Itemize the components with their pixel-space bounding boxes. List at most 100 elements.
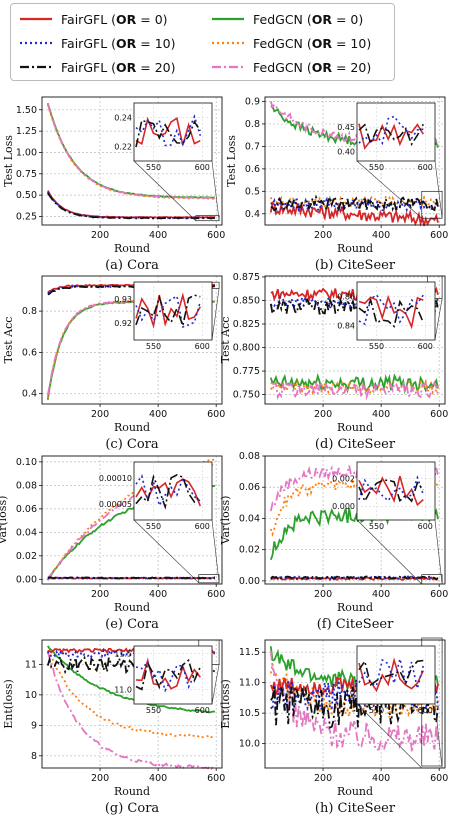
legend-entry: FedGCN (OR = 20) bbox=[211, 56, 371, 78]
y-tick-label: 0.8 bbox=[245, 119, 260, 130]
plot-frame bbox=[264, 96, 446, 226]
inset-frame bbox=[356, 461, 436, 521]
inset-series-line bbox=[135, 660, 201, 693]
inset-series-line bbox=[135, 294, 201, 329]
y-tick-label: 0.08 bbox=[239, 451, 260, 462]
x-tick-label: 400 bbox=[372, 409, 390, 420]
inset-chart: 550 600 0.92 0.93 bbox=[114, 281, 213, 351]
x-axis-label: Round bbox=[114, 421, 150, 434]
x-tick-label: 600 bbox=[207, 409, 225, 420]
legend-label: FairGFL (OR = 10) bbox=[61, 35, 176, 51]
y-tick-label: 0.750 bbox=[233, 390, 260, 401]
zoom-connector bbox=[211, 664, 220, 705]
inset-x-tick-label: 600 bbox=[418, 163, 433, 172]
chart-panel-g: 200 400 600 8 9 10 11 Round Ent(loss) 550 600 11.0 1… bbox=[2, 639, 225, 816]
zoom-connector bbox=[133, 519, 199, 584]
chart-f: 200 400 600 0.00 0.02 0.04 0.06 0.08 Round Var(lo… bbox=[219, 451, 448, 614]
chart-panel-f: 200 400 600 0.00 0.02 0.04 0.06 0.08 Round Var(lo… bbox=[219, 451, 448, 632]
plot-frame bbox=[264, 639, 446, 769]
inset-series-line bbox=[358, 475, 425, 502]
x-tick-label: 200 bbox=[91, 230, 109, 241]
chart-panel-h: 200 400 600 10.0 10.5 11.0 11.5 Round Ent(loss) 5… bbox=[219, 637, 448, 816]
y-tick-label: 0.50 bbox=[16, 190, 37, 201]
x-tick-label: 400 bbox=[372, 589, 390, 600]
zoom-connector bbox=[211, 519, 220, 583]
chart-h: 200 400 600 10.0 10.5 11.0 11.5 Round Ent(loss) 5… bbox=[219, 637, 448, 798]
panel-caption: (d) CiteSeer bbox=[314, 437, 396, 452]
chart-d: 200 400 600 0.750 0.775 0.800 0.825 0.850 0.875 R… bbox=[219, 272, 448, 434]
zoom-connector bbox=[434, 160, 443, 219]
panel-caption: (a) Cora bbox=[105, 258, 159, 273]
inset-series-line bbox=[135, 119, 201, 148]
x-tick-label: 400 bbox=[149, 773, 167, 784]
inset-x-tick-label: 550 bbox=[369, 522, 384, 531]
x-tick-label: 600 bbox=[207, 230, 225, 241]
y-tick-label: 0.02 bbox=[16, 551, 37, 562]
x-tick-label: 400 bbox=[149, 409, 167, 420]
x-tick-label: 200 bbox=[314, 773, 332, 784]
series-line bbox=[270, 575, 439, 581]
plot-frame bbox=[41, 455, 223, 585]
y-axis-label: Test Acc bbox=[2, 317, 15, 364]
legend-entry: FedGCN (OR = 10) bbox=[211, 32, 371, 54]
inset-series-line bbox=[358, 659, 424, 687]
inset-series-line bbox=[358, 297, 425, 328]
zoom-connector bbox=[434, 703, 443, 769]
inset-x-tick-label: 550 bbox=[369, 706, 384, 715]
x-tick-label: 200 bbox=[91, 409, 109, 420]
x-tick-label: 400 bbox=[372, 773, 390, 784]
inset-series-line bbox=[135, 116, 201, 146]
inset-y-tick-label: 11.0 bbox=[114, 686, 132, 695]
chart-panel-d: 200 400 600 0.750 0.775 0.800 0.825 0.850 0.875 R… bbox=[219, 272, 448, 452]
legend-entry: FairGFL (OR = 10) bbox=[19, 32, 175, 54]
y-axis-label: Ent(loss) bbox=[2, 679, 15, 729]
panel-caption: (c) Cora bbox=[105, 437, 159, 452]
x-tick-label: 200 bbox=[314, 589, 332, 600]
zoom-connector bbox=[434, 298, 443, 341]
chart-a: 200 400 600 0.25 0.50 0.75 1.00 1.25 1.50 Round Te… bbox=[2, 96, 225, 255]
x-axis-label: Round bbox=[337, 601, 373, 614]
y-tick-label: 0.02 bbox=[239, 545, 260, 556]
plot-frame bbox=[41, 639, 223, 769]
x-axis-label: Round bbox=[114, 601, 150, 614]
series-line bbox=[269, 101, 439, 148]
y-tick-label: 0.25 bbox=[16, 211, 37, 222]
y-tick-label: 0.04 bbox=[16, 527, 37, 538]
plot-frame bbox=[41, 275, 223, 405]
series-line bbox=[269, 651, 439, 753]
panel-caption: (b) CiteSeer bbox=[314, 258, 396, 273]
inset-y-tick-label: 0.000 bbox=[332, 502, 355, 511]
inset-chart: 550 600 10 bbox=[345, 645, 436, 715]
chart-c: 200 400 600 0.4 0.6 0.8 Round Test Acc 550 600 0.9… bbox=[2, 275, 225, 434]
plot-frame bbox=[264, 455, 446, 585]
y-tick-label: 0.06 bbox=[16, 504, 37, 515]
inset-chart: 550 600 0.000 0.002 bbox=[332, 461, 436, 531]
y-tick-label: 0.8 bbox=[22, 306, 37, 317]
chart-panel-b: 200 400 600 0.4 0.5 0.6 0.7 0.8 0.9 Round Test Los… bbox=[225, 96, 448, 273]
x-axis-label: Round bbox=[114, 785, 150, 798]
y-tick-label: 0.6 bbox=[22, 347, 37, 358]
y-axis-label: Test Loss bbox=[225, 135, 238, 187]
zoom-connector bbox=[133, 160, 197, 221]
zoom-connector bbox=[434, 519, 443, 585]
inset-x-tick-label: 600 bbox=[195, 522, 210, 531]
x-axis-label: Round bbox=[337, 785, 373, 798]
legend-entry: FedGCN (OR = 0) bbox=[211, 8, 363, 30]
legend-label: FairGFL (OR = 0) bbox=[61, 11, 168, 27]
zoom-region bbox=[421, 574, 443, 585]
y-axis-label: Var(loss) bbox=[219, 496, 232, 546]
series-line bbox=[47, 192, 215, 220]
y-tick-label: 0.6 bbox=[245, 164, 260, 175]
y-tick-label: 0.10 bbox=[16, 457, 37, 468]
series-line bbox=[47, 645, 216, 714]
inset-x-tick-label: 600 bbox=[195, 163, 210, 172]
legend-swatch bbox=[212, 65, 244, 69]
inset-y-tick-label: 0.92 bbox=[114, 319, 132, 328]
y-tick-label: 0.08 bbox=[16, 480, 37, 491]
y-tick-label: 0.875 bbox=[233, 272, 260, 283]
legend-swatch bbox=[212, 41, 244, 45]
inset-chart: 550 600 0.40 0.45 bbox=[337, 102, 436, 172]
inset-series-line bbox=[135, 292, 201, 329]
y-tick-label: 10.0 bbox=[239, 739, 260, 750]
y-tick-label: 10 bbox=[25, 690, 37, 701]
